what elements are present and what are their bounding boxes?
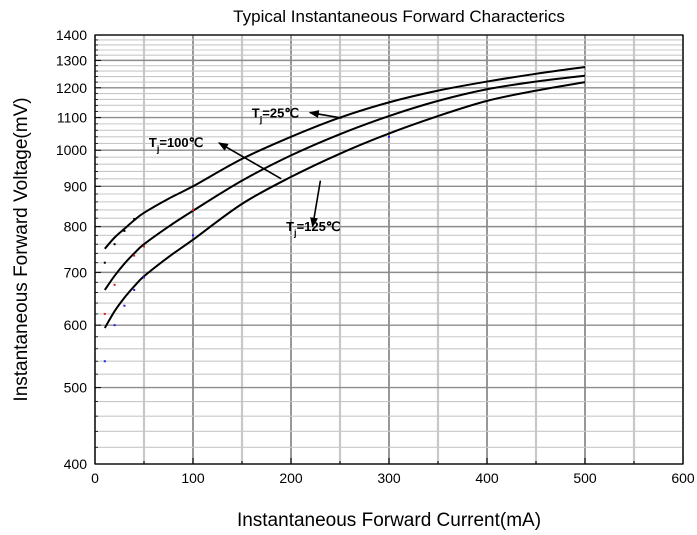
series-label-main: T — [286, 219, 294, 234]
series-line-1 — [103, 74, 586, 291]
series-line-2 — [103, 81, 586, 329]
y-axis-label: Instantaneous Forward Voltage(mV) — [11, 97, 32, 401]
series-label-rest: =25℃ — [262, 106, 299, 121]
series-label-main: T — [252, 106, 260, 121]
x-tick-label: 300 — [377, 470, 401, 486]
annotation-arrow-0 — [308, 110, 342, 119]
y-tick-label: 1400 — [56, 27, 87, 43]
data-point — [103, 312, 106, 315]
x-tick-label: 100 — [181, 470, 205, 486]
series-label-main: T — [149, 135, 157, 150]
series-label-subscript: j — [156, 144, 160, 154]
points — [103, 135, 390, 363]
curves — [103, 66, 586, 329]
series-label-rest: =100℃ — [159, 135, 203, 150]
series-label-2: Tj=125℃ — [286, 219, 340, 238]
series-label-subscript: j — [293, 228, 297, 238]
data-point — [123, 229, 126, 232]
data-point — [133, 288, 136, 291]
y-tick-label: 1000 — [56, 142, 87, 158]
data-point — [123, 304, 126, 307]
x-tick-label: 200 — [279, 470, 303, 486]
y-tick-label: 1100 — [57, 110, 87, 126]
series-label-1: Tj=100℃ — [149, 135, 203, 154]
annotation-arrow-1 — [218, 142, 282, 180]
data-point — [192, 208, 194, 211]
data-point — [143, 276, 145, 279]
data-point — [143, 245, 145, 248]
annotations: Tj=25℃Tj=100℃Tj=125℃ — [149, 106, 342, 238]
x-tick-label: 600 — [671, 470, 695, 486]
axis-ticks: 0 100 200 300 400 500 600 400 500 600 700 800 900 100… — [56, 27, 695, 486]
data-point — [103, 360, 106, 363]
y-tick-label: 700 — [64, 264, 88, 280]
y-tick-label: 400 — [64, 456, 88, 472]
series-line-0 — [104, 66, 586, 250]
x-tick-label: 0 — [91, 470, 99, 486]
data-point — [133, 254, 136, 257]
data-point — [113, 283, 116, 286]
y-tick-label: 1300 — [56, 52, 87, 68]
x-tick-label: 500 — [573, 470, 597, 486]
y-tick-label: 900 — [64, 178, 88, 194]
data-point — [192, 234, 194, 237]
series-label-rest: =125℃ — [297, 219, 341, 234]
series-label-0: Tj=25℃ — [252, 106, 299, 125]
y-tick-label: 800 — [64, 219, 88, 235]
y-tick-label: 600 — [64, 317, 88, 333]
annotation-arrow-2 — [310, 180, 322, 228]
chart-title: Typical Instantaneous Forward Characteri… — [233, 7, 565, 26]
data-point — [113, 324, 116, 327]
series-label-subscript: j — [259, 115, 263, 125]
x-tick-label: 400 — [475, 470, 499, 486]
data-point — [113, 243, 116, 246]
data-point — [133, 218, 136, 221]
data-point — [103, 261, 106, 264]
x-axis-label: Instantaneous Forward Current(mA) — [237, 510, 541, 531]
y-tick-label: 500 — [64, 380, 88, 396]
data-point — [388, 135, 390, 138]
y-tick-label: 1200 — [56, 80, 87, 96]
grid — [94, 34, 684, 465]
